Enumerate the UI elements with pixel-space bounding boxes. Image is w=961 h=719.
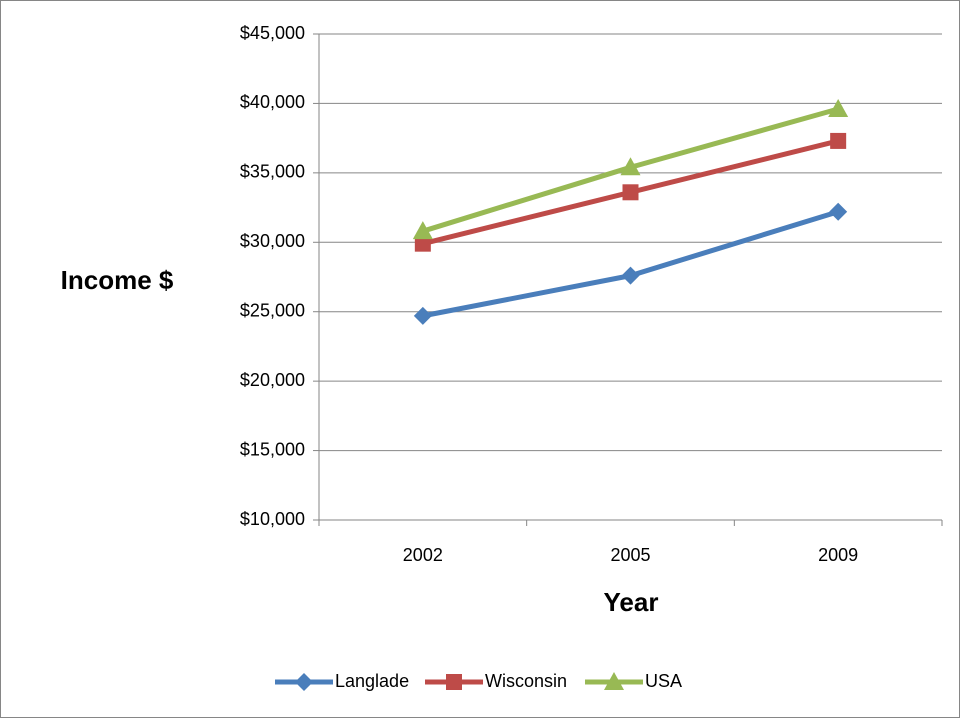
y-tick-label: $15,000 (240, 439, 305, 459)
legend-marker (446, 674, 462, 690)
y-tick-label: $10,000 (240, 509, 305, 529)
legend-label: Langlade (335, 671, 409, 691)
marker (412, 221, 433, 240)
marker (414, 235, 431, 252)
marker (620, 157, 641, 176)
marker (413, 306, 432, 325)
marker (830, 132, 847, 149)
x-tick-label: 2009 (818, 545, 858, 565)
y-axis-title: Income $ (61, 265, 174, 295)
x-tick-label: 2005 (610, 545, 650, 565)
marker (621, 266, 640, 285)
y-tick-label: $20,000 (240, 370, 305, 390)
legend-marker (295, 673, 313, 691)
marker (622, 184, 639, 201)
y-tick-label: $25,000 (240, 300, 305, 320)
legend-label: USA (645, 671, 682, 691)
legend-marker (604, 672, 624, 690)
legend-label: Wisconsin (485, 671, 567, 691)
y-tick-label: $30,000 (240, 231, 305, 251)
x-axis-title: Year (604, 587, 659, 617)
x-tick-label: 2002 (403, 545, 443, 565)
y-tick-label: $40,000 (240, 92, 305, 112)
y-tick-label: $35,000 (240, 162, 305, 182)
marker (828, 98, 849, 117)
y-tick-label: $45,000 (240, 23, 305, 43)
marker (829, 202, 848, 221)
